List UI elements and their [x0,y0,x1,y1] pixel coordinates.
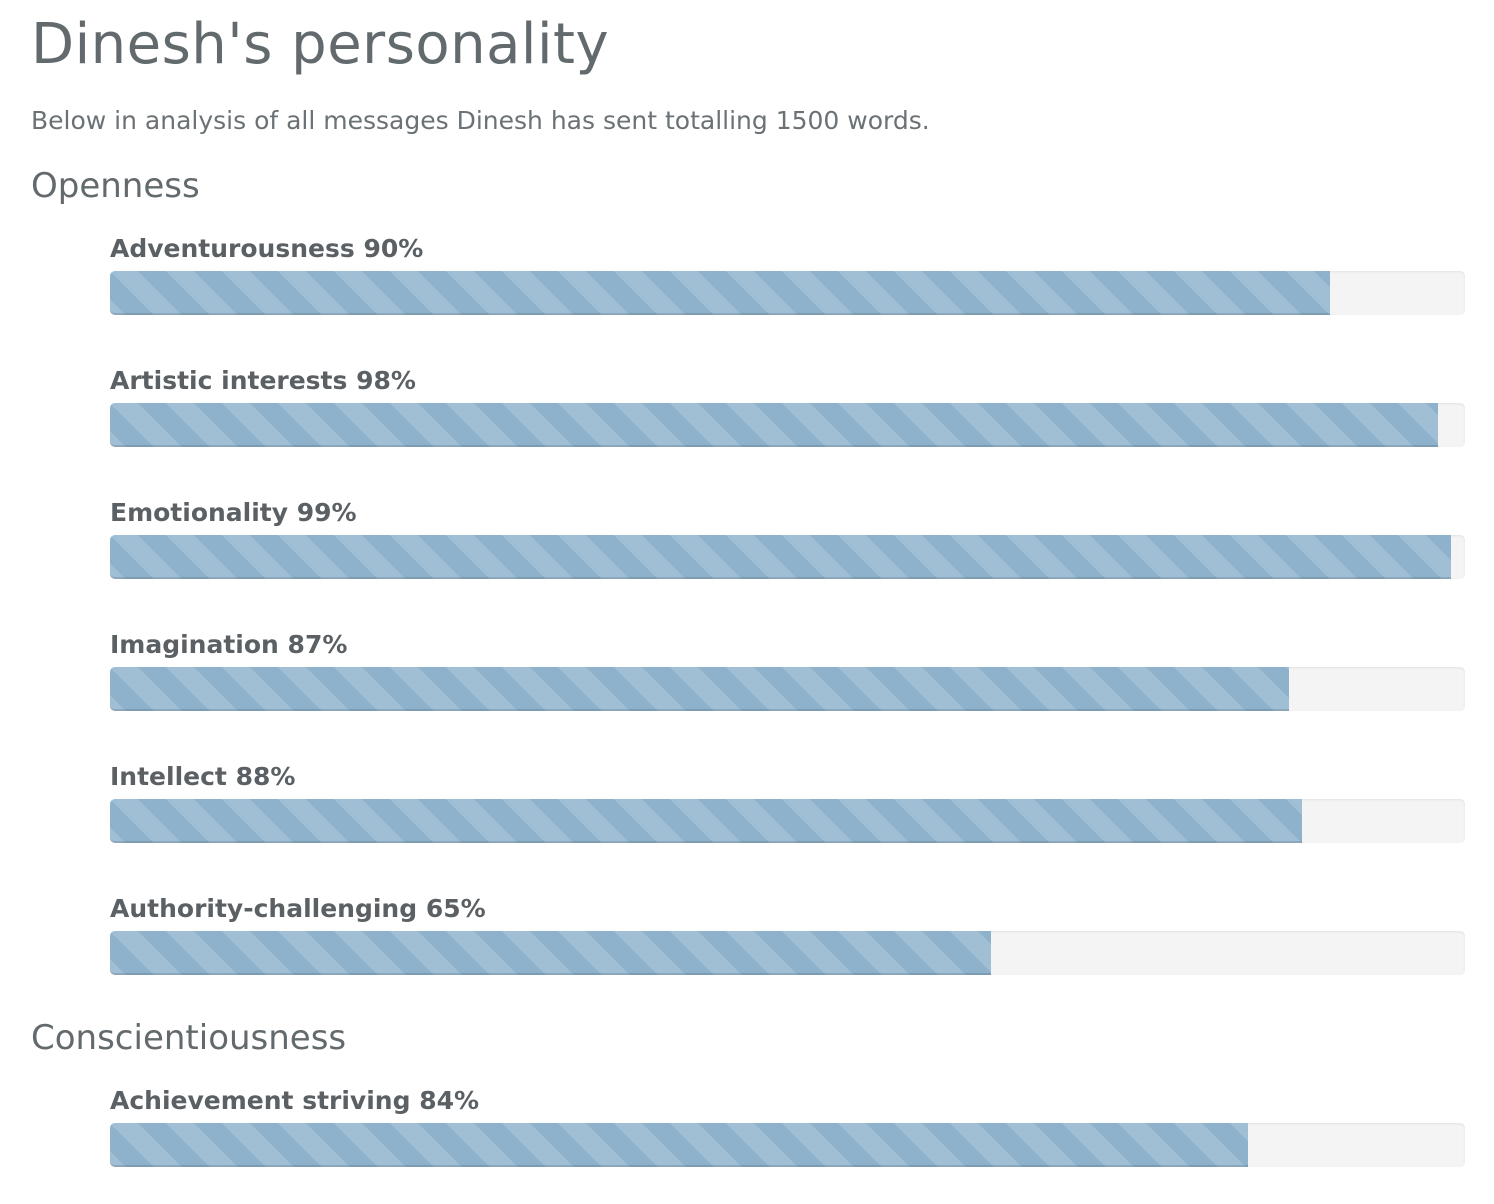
progress-bar [110,931,991,975]
trait-achievement-striving: Achievement striving 84% [110,1085,1466,1167]
progress-track [110,535,1465,579]
progress-track [110,1123,1465,1167]
progress-track [110,403,1465,447]
page-title: Dinesh's personality [31,12,610,77]
progress-track [110,799,1465,843]
trait-label: Artistic interests 98% [110,366,416,395]
trait-label: Adventurousness 90% [110,234,424,263]
progress-bar [110,1123,1249,1167]
trait-label: Imagination 87% [110,630,348,659]
progress-bar [110,403,1438,447]
progress-bar [110,535,1452,579]
progress-track [110,667,1465,711]
section-title-openness: Openness [31,166,200,206]
intro-text: Below in analysis of all messages Dinesh… [31,106,930,135]
trait-label: Intellect 88% [110,762,296,791]
trait-artistic-interests: Artistic interests 98% [110,365,1466,447]
trait-imagination: Imagination 87% [110,629,1466,711]
trait-adventurousness: Adventurousness 90% [110,233,1466,315]
progress-bar [110,799,1303,843]
progress-bar [110,271,1330,315]
progress-bar [110,667,1289,711]
trait-authority-challenging: Authority-challenging 65% [110,893,1466,975]
progress-track [110,931,1465,975]
trait-intellect: Intellect 88% [110,761,1466,843]
trait-label: Achievement striving 84% [110,1086,480,1115]
progress-track [110,271,1465,315]
section-title-conscientiousness: Conscientiousness [31,1018,347,1058]
trait-label: Authority-challenging 65% [110,894,486,923]
trait-label: Emotionality 99% [110,498,357,527]
trait-emotionality: Emotionality 99% [110,497,1466,579]
